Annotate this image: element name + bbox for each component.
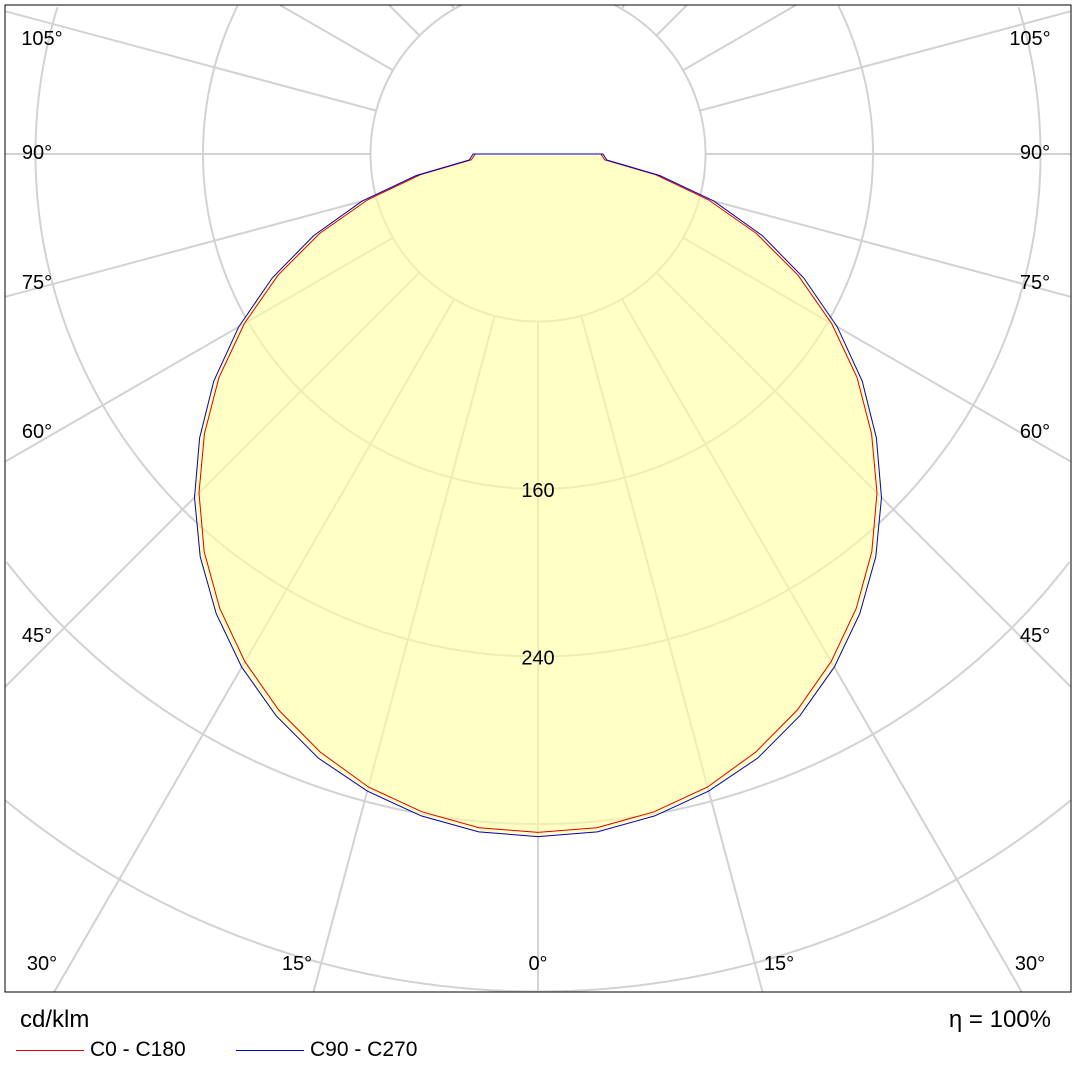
grid-spoke <box>451 4 456 10</box>
grid-spoke <box>655 4 688 37</box>
angle-label: 60° <box>1020 421 1050 443</box>
curves <box>193 153 883 838</box>
series-curve-c90-c270 <box>193 153 883 838</box>
polar-chart: 160 240 0° 15° 15° 30° 30° 45° 45° 60° 60° 75° 75° 90… <box>4 4 1072 993</box>
plot-frame <box>4 4 1072 993</box>
legend-item-c90: C90 - C270 <box>236 1038 417 1062</box>
angle-label: 30° <box>27 953 57 975</box>
angle-label: 75° <box>22 272 52 294</box>
grid-spoke <box>4 196 377 298</box>
angle-label: 90° <box>22 142 52 164</box>
legend-swatch-red <box>16 1049 84 1051</box>
grid-spoke <box>4 10 377 112</box>
legend-label: C90 - C270 <box>310 1038 418 1061</box>
grid-spoke <box>620 4 625 10</box>
radial-label: 240 <box>521 648 554 670</box>
legend-label: C0 - C180 <box>90 1038 186 1061</box>
efficiency-label: η = 100% <box>948 1006 1051 1033</box>
angle-label: 90° <box>1020 142 1050 164</box>
grid-spoke <box>279 4 394 72</box>
angle-label: 30° <box>1015 953 1045 975</box>
unit-label: cd/klm <box>20 1006 90 1033</box>
grid-circle <box>4 799 1072 993</box>
light-distribution-fill <box>194 154 882 837</box>
angle-label: 15° <box>282 953 312 975</box>
grid-spoke <box>699 10 1072 112</box>
legend-item-c0: C0 - C180 <box>16 1038 186 1062</box>
angle-label: 105° <box>1009 28 1050 50</box>
angle-label: 45° <box>1020 625 1050 647</box>
angle-label: 45° <box>22 625 52 647</box>
grid-spoke <box>388 4 421 37</box>
radial-label: 160 <box>521 480 554 502</box>
angle-label: 75° <box>1020 272 1050 294</box>
legend-swatch-blue <box>236 1049 304 1051</box>
angle-label: 105° <box>21 28 62 50</box>
angle-label: 0° <box>528 953 547 975</box>
axis-labels: 160 240 0° 15° 15° 30° 30° 45° 45° 60° 60° 75° 75° 90… <box>21 28 1050 975</box>
angle-label: 15° <box>764 953 794 975</box>
grid-spoke <box>682 4 797 72</box>
grid-spoke <box>699 196 1072 298</box>
angle-label: 60° <box>22 421 52 443</box>
